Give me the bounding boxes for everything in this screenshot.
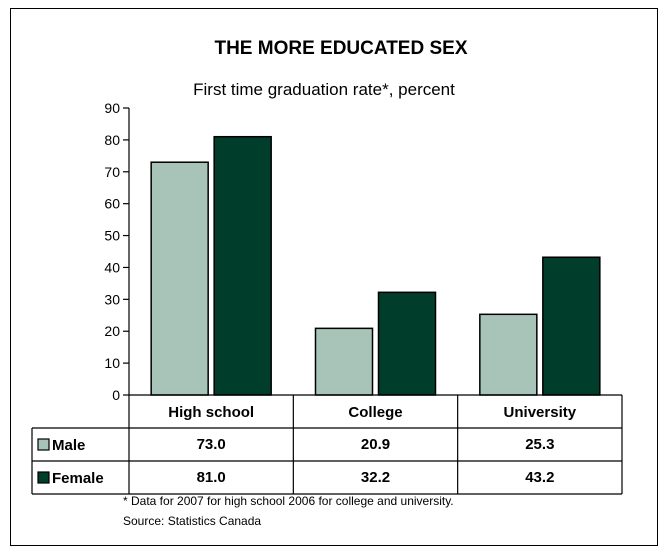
chart-subtitle: First time graduation rate*, percent — [193, 80, 455, 99]
y-tick-label: 0 — [112, 387, 120, 403]
chart-frame: THE MORE EDUCATED SEX First time graduat… — [10, 8, 658, 546]
table-cell-value: 20.9 — [361, 436, 390, 453]
category-label: University — [504, 404, 577, 421]
chart-title: THE MORE EDUCATED SEX — [214, 38, 467, 59]
bar-female-college — [377, 291, 437, 396]
legend-label-male: Male — [52, 437, 85, 454]
y-tick-label: 50 — [104, 228, 120, 244]
y-tick-label: 30 — [104, 291, 120, 307]
y-tick-label: 80 — [104, 132, 120, 148]
legend-swatch-female — [37, 471, 50, 484]
y-tick-label: 90 — [104, 100, 120, 116]
footnote: * Data for 2007 for high school 2006 for… — [123, 494, 454, 508]
bar-chart: THE MORE EDUCATED SEX First time graduat… — [31, 38, 623, 528]
legend-label-female: Female — [52, 470, 104, 487]
table-cell-value: 32.2 — [361, 469, 390, 486]
source-note: Source: Statistics Canada — [123, 514, 261, 528]
category-label: High school — [168, 404, 254, 421]
y-tick-label: 40 — [104, 259, 120, 275]
table-cell-value: 73.0 — [197, 436, 226, 453]
category-label: College — [348, 404, 402, 421]
bar-female-high-school — [213, 135, 272, 396]
legend-swatch-male — [37, 438, 50, 451]
y-tick-label: 70 — [104, 164, 120, 180]
y-tick-label: 10 — [104, 355, 120, 371]
bar-female-university — [542, 256, 601, 396]
bar-male-college — [314, 327, 374, 396]
bar-male-high-school — [150, 161, 209, 396]
y-tick-label: 20 — [104, 323, 120, 339]
table-cell-value: 25.3 — [525, 436, 554, 453]
bar-male-university — [479, 313, 538, 396]
y-tick-label: 60 — [104, 196, 120, 212]
table-cell-value: 81.0 — [197, 469, 226, 486]
table-cell-value: 43.2 — [525, 469, 554, 486]
